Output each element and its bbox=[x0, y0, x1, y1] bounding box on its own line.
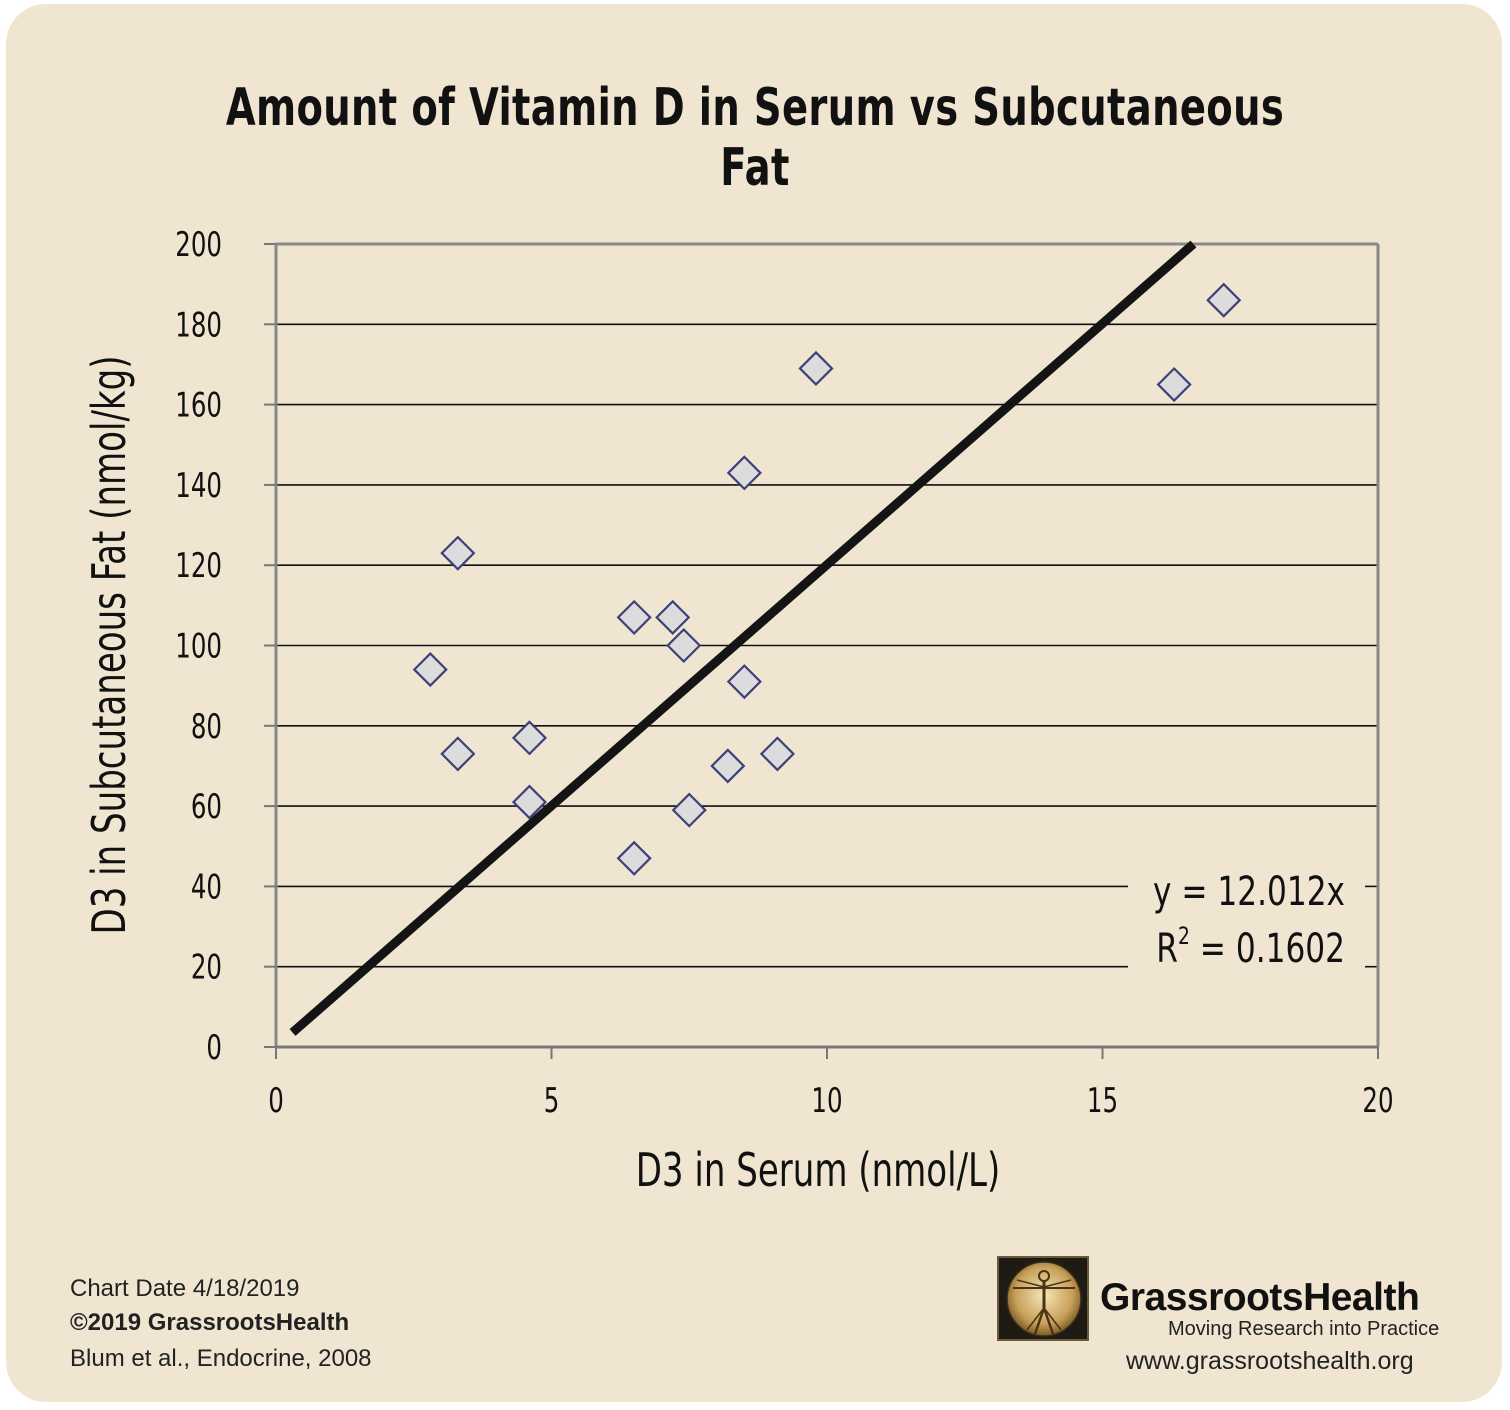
equation-label: y = 12.012x bbox=[1153, 869, 1345, 915]
data-point bbox=[511, 720, 548, 756]
data-point bbox=[710, 748, 746, 784]
trendline bbox=[289, 240, 1197, 1036]
brand-name: GrassrootsHealth bbox=[1100, 1276, 1420, 1319]
data-point bbox=[666, 627, 702, 664]
data-point bbox=[1206, 282, 1242, 318]
y-axis-label: D3 in Subcutaneous Fat (nmol/kg) bbox=[82, 356, 137, 935]
x-axis-ticks: 0 5 10 15 20 bbox=[268, 1047, 1394, 1120]
x-tick-label: 0 bbox=[268, 1081, 284, 1120]
chart-title: Amount of Vitamin D in Serum vs Subcutan… bbox=[225, 78, 1285, 198]
data-point bbox=[412, 652, 448, 688]
y-tick-label: 80 bbox=[191, 707, 222, 746]
y-tick-label: 120 bbox=[175, 546, 222, 585]
brand-logo bbox=[997, 1256, 1089, 1341]
y-tick-label: 20 bbox=[191, 948, 222, 987]
data-point bbox=[726, 455, 762, 491]
x-tick-label: 5 bbox=[544, 1081, 560, 1120]
r-squared-label: R2 = 0.1602 bbox=[1156, 923, 1345, 972]
y-tick-label: 40 bbox=[191, 867, 222, 906]
r-squared-value: = 0.1602 bbox=[1190, 926, 1345, 972]
data-point bbox=[616, 599, 652, 635]
x-tick-label: 15 bbox=[1087, 1081, 1118, 1120]
data-point bbox=[759, 736, 795, 772]
trendline-group bbox=[289, 240, 1197, 1036]
data-point bbox=[1156, 366, 1192, 403]
y-tick-label: 0 bbox=[206, 1028, 222, 1067]
chart-card bbox=[6, 4, 1502, 1402]
y-tick-label: 200 bbox=[175, 225, 222, 264]
y-tick-label: 160 bbox=[175, 386, 222, 425]
x-tick-label: 20 bbox=[1362, 1081, 1393, 1120]
data-point bbox=[655, 599, 691, 635]
data-point bbox=[440, 535, 476, 571]
citation: Blum et al., Endocrine, 2008 bbox=[70, 1345, 372, 1372]
vitruvian-man-icon bbox=[1006, 1261, 1082, 1337]
data-point bbox=[511, 784, 548, 820]
y-tick-label: 60 bbox=[191, 787, 222, 826]
data-points bbox=[412, 282, 1242, 876]
data-point bbox=[671, 792, 707, 828]
brand-url[interactable]: www.grassrootshealth.org bbox=[1126, 1347, 1414, 1375]
data-point bbox=[798, 350, 834, 387]
x-axis-label: D3 in Serum (nmol/L) bbox=[636, 1143, 1001, 1198]
y-tick-label: 100 bbox=[175, 627, 222, 666]
copyright: ©2019 GrassrootsHealth bbox=[70, 1309, 350, 1336]
regression-annotation: y = 12.012x R2 = 0.1602 bbox=[1153, 869, 1345, 972]
r-squared-superscript: 2 bbox=[1178, 923, 1190, 951]
x-tick-label: 10 bbox=[811, 1081, 842, 1120]
y-tick-label: 180 bbox=[175, 305, 222, 344]
data-point bbox=[616, 840, 652, 876]
r-squared-prefix: R bbox=[1156, 926, 1178, 972]
y-tick-label: 140 bbox=[175, 466, 222, 505]
data-point bbox=[440, 736, 476, 772]
brand-tagline: Moving Research into Practice bbox=[1168, 1318, 1440, 1340]
data-point bbox=[726, 664, 762, 700]
y-axis-ticks: 0 20 40 60 80 100 120 140 160 180 200 bbox=[175, 225, 276, 1067]
chart-date: Chart Date 4/18/2019 bbox=[70, 1275, 300, 1302]
